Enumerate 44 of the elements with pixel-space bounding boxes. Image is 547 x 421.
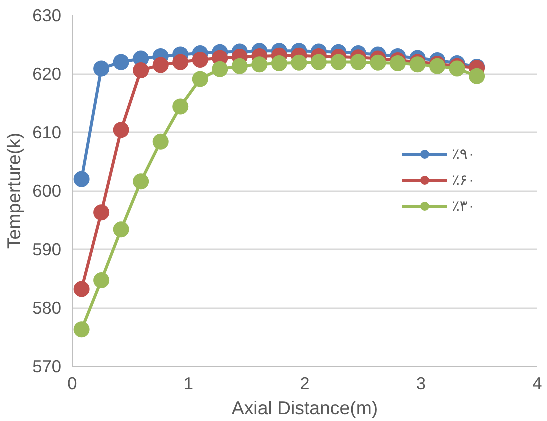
point: [133, 62, 150, 78]
point: [192, 52, 208, 68]
point: [94, 204, 110, 221]
point: [152, 134, 169, 150]
point: [330, 54, 347, 70]
x-tick-label: 2: [300, 374, 310, 394]
point: [74, 281, 90, 298]
point: [469, 68, 486, 84]
point: [350, 54, 366, 70]
y-axis-title: Temperture(k): [4, 132, 25, 250]
point: [192, 71, 208, 88]
point: [271, 55, 288, 72]
point: [152, 57, 169, 74]
point: [74, 322, 90, 338]
y-tick-label: 620: [32, 64, 62, 84]
point: [212, 61, 228, 78]
point: [113, 122, 130, 138]
y-tick-label: 570: [32, 356, 62, 376]
x-tick-label: 3: [416, 374, 426, 394]
point: [133, 174, 150, 190]
point: [94, 60, 110, 77]
point: [232, 58, 248, 74]
x-tick-label: 0: [68, 374, 78, 394]
legend-label: ٪۶۰: [452, 172, 476, 188]
point: [252, 56, 268, 73]
x-tick-label: 1: [184, 374, 194, 394]
point: [113, 54, 130, 70]
y-tick-label: 610: [32, 122, 62, 142]
y-tick-label: 580: [32, 298, 62, 318]
point: [113, 222, 130, 238]
legend-label: ٪۳۰: [452, 198, 476, 214]
point: [94, 272, 110, 288]
point: [370, 54, 386, 71]
point: [310, 54, 327, 70]
point: [74, 171, 90, 188]
y-tick-label: 600: [32, 181, 62, 201]
point: [172, 54, 189, 70]
x-axis-title: Axial Distance(m): [232, 398, 378, 418]
y-tick-label: 590: [32, 240, 62, 260]
point: [291, 54, 308, 71]
legend-label: ٪۹۰: [452, 146, 476, 162]
y-tick-label: 630: [32, 6, 62, 26]
point: [172, 98, 189, 115]
x-tick-label: 4: [532, 374, 543, 394]
